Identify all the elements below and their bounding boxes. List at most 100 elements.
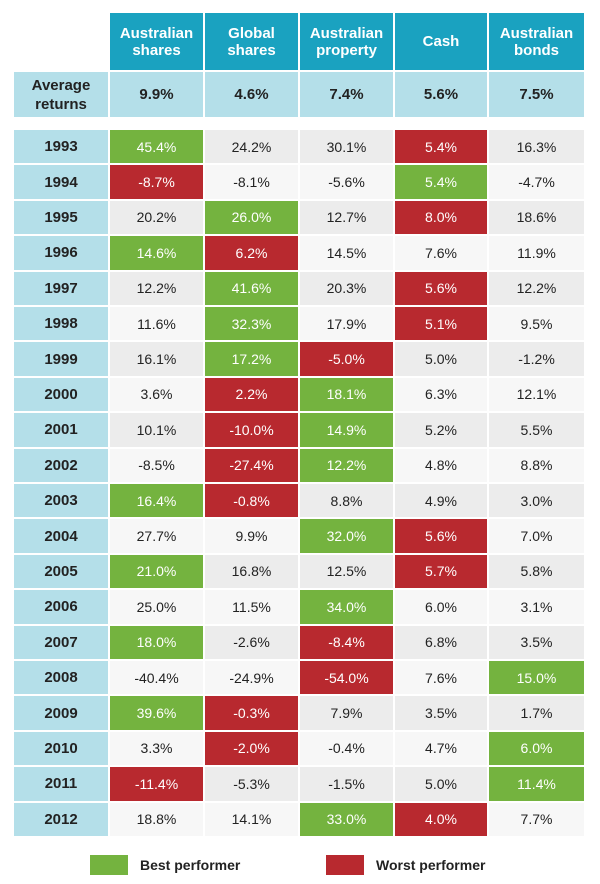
cell: -5.3% bbox=[205, 767, 298, 801]
cell: 5.0% bbox=[395, 767, 487, 801]
cell: 18.6% bbox=[489, 200, 584, 235]
cell: 6.8% bbox=[395, 625, 487, 659]
cell: 6.0% bbox=[489, 731, 584, 766]
year-label: 2000 bbox=[14, 377, 108, 412]
average-value: 7.5% bbox=[489, 72, 584, 117]
cell: 8.8% bbox=[489, 448, 584, 482]
average-value: 7.4% bbox=[300, 72, 393, 117]
year-label: 2006 bbox=[14, 590, 108, 624]
legend-swatch bbox=[90, 855, 128, 875]
cell: 1.7% bbox=[489, 696, 584, 730]
column-header: Australian property bbox=[300, 13, 393, 70]
cell: 3.3% bbox=[110, 731, 203, 766]
cell: 32.3% bbox=[205, 307, 298, 341]
cell: 5.1% bbox=[395, 307, 487, 341]
column-header: Australian bonds bbox=[489, 13, 584, 70]
cell: 15.0% bbox=[489, 661, 584, 695]
cell: 5.2% bbox=[395, 413, 487, 447]
cell: -0.8% bbox=[205, 484, 298, 518]
year-label: 1995 bbox=[14, 200, 108, 235]
cell: 5.8% bbox=[489, 554, 584, 589]
cell: 12.2% bbox=[489, 271, 584, 305]
cell: 12.2% bbox=[110, 271, 203, 305]
cell: -0.3% bbox=[205, 696, 298, 730]
year-label: 1997 bbox=[14, 271, 108, 305]
cell: 24.2% bbox=[205, 130, 298, 164]
cell: 14.5% bbox=[300, 236, 393, 270]
cell: 25.0% bbox=[110, 590, 203, 624]
cell: -5.6% bbox=[300, 165, 393, 199]
cell: -40.4% bbox=[110, 661, 203, 695]
cell: 10.1% bbox=[110, 413, 203, 447]
cell: -2.0% bbox=[205, 731, 298, 766]
cell: 3.5% bbox=[395, 696, 487, 730]
cell: 30.1% bbox=[300, 130, 393, 164]
cell: -4.7% bbox=[489, 165, 584, 199]
cell: 8.0% bbox=[395, 200, 487, 235]
cell: 27.7% bbox=[110, 519, 203, 553]
cell: 5.6% bbox=[395, 271, 487, 305]
average-value: 9.9% bbox=[110, 72, 203, 117]
cell: -8.4% bbox=[300, 625, 393, 659]
cell: 4.8% bbox=[395, 448, 487, 482]
cell: -1.5% bbox=[300, 767, 393, 801]
cell: 32.0% bbox=[300, 519, 393, 553]
column-header: Cash bbox=[395, 13, 487, 70]
cell: 11.5% bbox=[205, 590, 298, 624]
cell: 18.1% bbox=[300, 377, 393, 412]
column-header: Global shares bbox=[205, 13, 298, 70]
cell: 7.9% bbox=[300, 696, 393, 730]
cell: -0.4% bbox=[300, 731, 393, 766]
cell: 20.2% bbox=[110, 200, 203, 235]
cell: 2.2% bbox=[205, 377, 298, 412]
column-header: Australian shares bbox=[110, 13, 203, 70]
cell: 5.0% bbox=[395, 342, 487, 376]
year-label: 2001 bbox=[14, 413, 108, 447]
legend-label: Worst performer bbox=[376, 857, 486, 873]
year-label: 2002 bbox=[14, 448, 108, 482]
cell: 14.9% bbox=[300, 413, 393, 447]
cell: 5.7% bbox=[395, 554, 487, 589]
cell: 12.5% bbox=[300, 554, 393, 589]
cell: 18.8% bbox=[110, 802, 203, 836]
cell: 3.0% bbox=[489, 484, 584, 518]
cell: -8.5% bbox=[110, 448, 203, 482]
year-label: 1999 bbox=[14, 342, 108, 376]
cell: 16.4% bbox=[110, 484, 203, 518]
cell: 16.1% bbox=[110, 342, 203, 376]
average-value: 4.6% bbox=[205, 72, 298, 117]
cell: 4.9% bbox=[395, 484, 487, 518]
year-label: 1996 bbox=[14, 236, 108, 270]
cell: 7.6% bbox=[395, 661, 487, 695]
cell: 21.0% bbox=[110, 554, 203, 589]
cell: -10.0% bbox=[205, 413, 298, 447]
cell: 39.6% bbox=[110, 696, 203, 730]
year-label: 2012 bbox=[14, 802, 108, 836]
cell: 41.6% bbox=[205, 271, 298, 305]
cell: 14.1% bbox=[205, 802, 298, 836]
average-label: Average returns bbox=[14, 72, 108, 117]
year-label: 2007 bbox=[14, 625, 108, 659]
cell: 7.0% bbox=[489, 519, 584, 553]
cell: -8.1% bbox=[205, 165, 298, 199]
cell: 34.0% bbox=[300, 590, 393, 624]
cell: -11.4% bbox=[110, 767, 203, 801]
cell: 8.8% bbox=[300, 484, 393, 518]
cell: 7.6% bbox=[395, 236, 487, 270]
cell: 5.5% bbox=[489, 413, 584, 447]
average-value: 5.6% bbox=[395, 72, 487, 117]
year-label: 2005 bbox=[14, 554, 108, 589]
cell: 26.0% bbox=[205, 200, 298, 235]
cell: -24.9% bbox=[205, 661, 298, 695]
cell: 12.1% bbox=[489, 377, 584, 412]
cell: 6.0% bbox=[395, 590, 487, 624]
cell: 45.4% bbox=[110, 130, 203, 164]
cell: 3.6% bbox=[110, 377, 203, 412]
legend-label: Best performer bbox=[140, 857, 241, 873]
cell: 16.3% bbox=[489, 130, 584, 164]
cell: 4.0% bbox=[395, 802, 487, 836]
cell: 18.0% bbox=[110, 625, 203, 659]
cell: 4.7% bbox=[395, 731, 487, 766]
year-label: 2011 bbox=[14, 767, 108, 801]
